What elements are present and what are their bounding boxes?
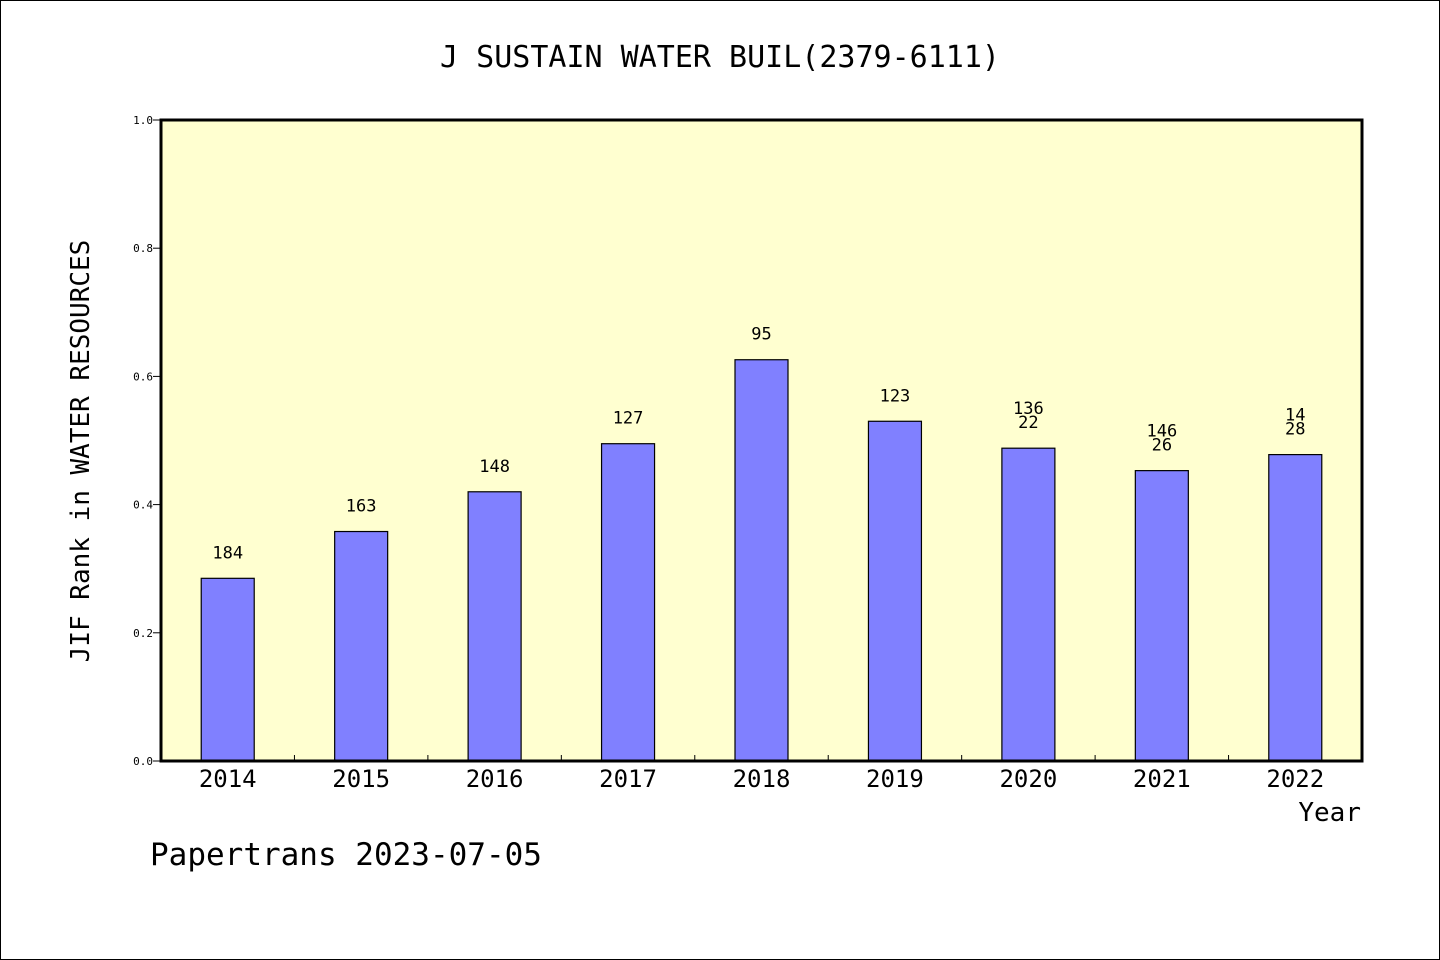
y-axis: 0.0 0.2 0.4 0.6 0.8 1.0 [133,114,161,768]
x-axis-title: Year [1298,798,1361,828]
x-tick-label-2021: 2021 [1133,765,1191,793]
plot-border [159,118,1364,763]
bar-label-2020-1: 136 [1013,399,1044,419]
bar-2016 [467,491,522,762]
x-tick-label-2016: 2016 [466,765,524,793]
x-tick-label-2014: 2014 [199,765,257,793]
bar-label-2021-2: 26 [1152,436,1172,456]
y-tick-label-0.8: 0.8 [133,242,153,255]
bar-label-2022-1: 14 [1285,406,1305,426]
bar-2019 [867,420,923,762]
bar-label-2021-1: 146 [1146,422,1177,442]
bar-label-2022-2: 28 [1285,420,1305,440]
bar-label-2020-2: 22 [1018,413,1038,433]
chart-title: J SUSTAIN WATER BUIL(2379-6111) [440,40,1000,75]
bar-2018 [734,359,789,762]
bar-label-2016: 148 [479,457,510,477]
bar-2022 [1268,454,1323,762]
bar-label-2018: 95 [751,325,771,345]
bars-group [200,359,1323,762]
x-tick-label-2020: 2020 [999,765,1057,793]
x-axis: 2014 2015 2016 2017 2018 2019 2020 2021 2022 [199,755,1324,793]
bar-label-2015: 163 [346,497,377,517]
bar-2020 [1001,447,1056,762]
y-tick-label-0.0: 0.0 [133,755,153,768]
y-tick-label-0.2: 0.2 [133,627,153,640]
x-tick-label-2015: 2015 [332,765,390,793]
y-tick-label-0.6: 0.6 [133,370,153,383]
x-tick-label-2018: 2018 [733,765,791,793]
bar-2015 [334,530,389,762]
footer-credit: Papertrans 2023-07-05 [150,837,542,873]
bar-2017 [600,443,656,762]
x-tick-label-2022: 2022 [1266,765,1324,793]
bar-label-2014: 184 [212,543,243,563]
y-tick-label-1.0: 1.0 [133,114,153,127]
bar-label-2017: 127 [613,409,644,429]
bar-2014 [200,577,255,762]
x-tick-label-2019: 2019 [866,765,924,793]
bar-2021 [1134,470,1189,762]
y-tick-label-0.4: 0.4 [133,499,153,512]
bar-label-2019: 123 [880,386,911,406]
x-tick-label-2017: 2017 [599,765,657,793]
y-axis-title: JIF Rank in WATER RESOURCES [66,240,96,663]
